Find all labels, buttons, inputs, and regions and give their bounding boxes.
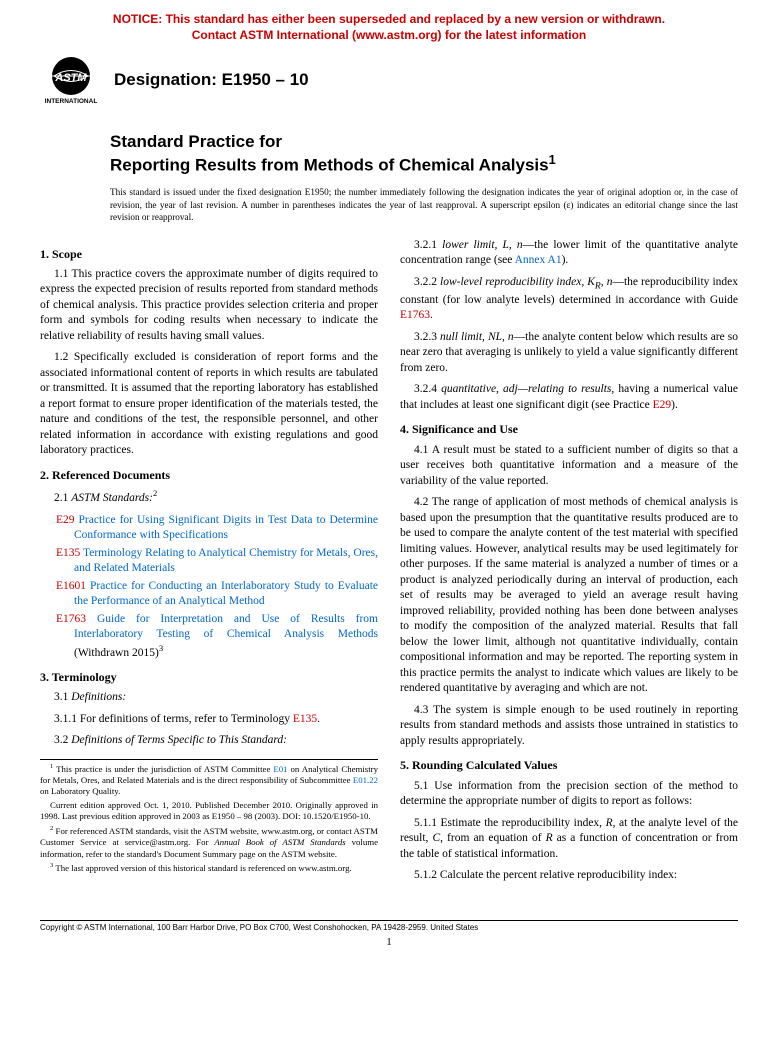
term-32-ital: Definitions of Terms Specific to This St… bbox=[71, 734, 287, 746]
r511-C: C bbox=[432, 832, 440, 844]
t321-link[interactable]: Annex A1 bbox=[515, 254, 562, 266]
term-32: 3.2 Definitions of Terms Specific to Thi… bbox=[40, 733, 378, 749]
title-line2: Reporting Results from Methods of Chemic… bbox=[110, 152, 738, 176]
sig-head: 4. Significance and Use bbox=[400, 421, 738, 437]
term-32-pre: 3.2 bbox=[54, 734, 71, 746]
ref-e1601-text[interactable]: Practice for Conducting an Interlaborato… bbox=[74, 580, 378, 608]
copyright: Copyright © ASTM International, 100 Barr… bbox=[40, 920, 738, 932]
term-311-link[interactable]: E135 bbox=[293, 713, 317, 725]
header-row: ASTM INTERNATIONAL Designation: E1950 – … bbox=[40, 55, 738, 105]
t323-pre: 3.2.3 bbox=[414, 331, 440, 343]
round-head: 5. Rounding Calculated Values bbox=[400, 757, 738, 773]
term-defs: 3.1 Definitions: bbox=[40, 690, 378, 706]
r511-pre: 5.1.1 Estimate the reproducibility index… bbox=[414, 817, 606, 829]
sig-p3: 4.3 The system is simple enough to be us… bbox=[400, 703, 738, 750]
r511-mid2: , from an equation of bbox=[440, 832, 545, 844]
refdocs-ital: ASTM Standards: bbox=[71, 492, 153, 504]
notice-banner: NOTICE: This standard has either been su… bbox=[40, 12, 738, 43]
svg-text:ASTM: ASTM bbox=[54, 72, 87, 84]
round-p11: 5.1.1 Estimate the reproducibility index… bbox=[400, 816, 738, 863]
t323-ital: null limit, NL, n bbox=[440, 331, 514, 343]
term-311-pre: 3.1.1 For definitions of terms, refer to… bbox=[54, 713, 293, 725]
sig-p1: 4.1 A result must be stated to a suffici… bbox=[400, 443, 738, 490]
columns: 1. Scope 1.1 This practice covers the ap… bbox=[40, 238, 738, 890]
title-sup: 1 bbox=[549, 152, 556, 167]
r511-R2: R bbox=[546, 832, 553, 844]
ref-e29-text[interactable]: Practice for Using Significant Digits in… bbox=[74, 514, 378, 542]
footnotes: 1 This practice is under the jurisdictio… bbox=[40, 759, 378, 875]
sig-p2: 4.2 The range of application of most met… bbox=[400, 495, 738, 697]
t322-pre: 3.2.2 bbox=[414, 276, 440, 288]
fn1-link2[interactable]: E01.22 bbox=[353, 775, 378, 785]
title-block: Standard Practice for Reporting Results … bbox=[110, 131, 738, 176]
term-31-ital: Definitions: bbox=[71, 691, 126, 703]
ref-e29: E29 Practice for Using Significant Digit… bbox=[40, 513, 378, 544]
fn1-post: on Laboratory Quality. bbox=[40, 786, 120, 796]
t322-italn: , n bbox=[601, 276, 613, 288]
t322-link[interactable]: E1763 bbox=[400, 309, 430, 321]
term-311: 3.1.1 For definitions of terms, refer to… bbox=[40, 712, 378, 728]
ref-e1763: E1763 Guide for Interpretation and Use o… bbox=[40, 612, 378, 661]
round-p1: 5.1 Use information from the precision s… bbox=[400, 779, 738, 810]
refdocs-sup: 2 bbox=[153, 488, 157, 498]
fn1-link1[interactable]: E01 bbox=[273, 764, 287, 774]
scope-p2: 1.2 Specifically excluded is considerati… bbox=[40, 350, 378, 459]
term-324: 3.2.4 quantitative, adj—relating to resu… bbox=[400, 382, 738, 413]
t324-ital: quantitative, adj—relating to results bbox=[441, 383, 611, 395]
t321-pre: 3.2.1 bbox=[414, 239, 442, 251]
ref-e1763-sup: 3 bbox=[159, 643, 163, 653]
ref-e1763-code[interactable]: E1763 bbox=[56, 613, 86, 625]
footnote-1: 1 This practice is under the jurisdictio… bbox=[40, 763, 378, 798]
t321-ital: lower limit, L, n bbox=[442, 239, 523, 251]
notice-line1: NOTICE: This standard has either been su… bbox=[113, 12, 665, 26]
t321-end: ). bbox=[562, 254, 569, 266]
page-number: 1 bbox=[40, 936, 738, 948]
ref-e29-code[interactable]: E29 bbox=[56, 514, 75, 526]
ref-e135-text[interactable]: Terminology Relating to Analytical Chemi… bbox=[74, 547, 378, 575]
t324-link[interactable]: E29 bbox=[653, 399, 672, 411]
notice-line2: Contact ASTM International (www.astm.org… bbox=[192, 28, 586, 42]
scope-head: 1. Scope bbox=[40, 246, 378, 262]
term-321: 3.2.1 lower limit, L, n—the lower limit … bbox=[400, 238, 738, 269]
refdocs-intro: 2.1 ASTM Standards:2 bbox=[40, 488, 378, 506]
t324-pre: 3.2.4 bbox=[414, 383, 441, 395]
footnote-1b: Current edition approved Oct. 1, 2010. P… bbox=[40, 800, 378, 823]
ref-e1601: E1601 Practice for Conducting an Interla… bbox=[40, 579, 378, 610]
refdocs-head: 2. Referenced Documents bbox=[40, 467, 378, 483]
svg-text:INTERNATIONAL: INTERNATIONAL bbox=[45, 98, 98, 105]
col-left: 1. Scope 1.1 This practice covers the ap… bbox=[40, 238, 378, 890]
fn1-pre: This practice is under the jurisdiction … bbox=[53, 764, 273, 774]
t324-end: ). bbox=[671, 399, 678, 411]
ref-e135: E135 Terminology Relating to Analytical … bbox=[40, 546, 378, 577]
col-right: 3.2.1 lower limit, L, n—the lower limit … bbox=[400, 238, 738, 890]
term-31-pre: 3.1 bbox=[54, 691, 71, 703]
scope-p1: 1.1 This practice covers the approximate… bbox=[40, 267, 378, 345]
ref-e1601-code[interactable]: E1601 bbox=[56, 580, 86, 592]
term-311-post: . bbox=[317, 713, 320, 725]
round-p12: 5.1.2 Calculate the percent relative rep… bbox=[400, 868, 738, 884]
term-323: 3.2.3 null limit, NL, n—the analyte cont… bbox=[400, 330, 738, 377]
footnote-2: 2 For referenced ASTM standards, visit t… bbox=[40, 825, 378, 860]
title-line1: Standard Practice for bbox=[110, 131, 738, 152]
term-322: 3.2.2 low-level reproducibility index, K… bbox=[400, 275, 738, 324]
issuance-note: This standard is issued under the fixed … bbox=[110, 186, 738, 223]
term-head: 3. Terminology bbox=[40, 669, 378, 685]
refdocs-pre: 2.1 bbox=[54, 492, 71, 504]
r511-R: R bbox=[606, 817, 613, 829]
title-text: Reporting Results from Methods of Chemic… bbox=[110, 156, 549, 175]
ref-e1763-text[interactable]: Guide for Interpretation and Use of Resu… bbox=[74, 613, 378, 641]
t322-end: . bbox=[430, 309, 433, 321]
fn2-ital: Annual Book of ASTM Standards bbox=[214, 837, 345, 847]
page: NOTICE: This standard has either been su… bbox=[0, 0, 778, 978]
footnote-3: 3 The last approved version of this hist… bbox=[40, 862, 378, 874]
t322-ital: low-level reproducibility index, K bbox=[440, 276, 595, 288]
designation-label: Designation: E1950 – 10 bbox=[114, 70, 309, 90]
fn3-text: The last approved version of this histor… bbox=[53, 863, 351, 873]
ref-e135-code[interactable]: E135 bbox=[56, 547, 80, 559]
ref-e1763-suffix: (Withdrawn 2015) bbox=[74, 646, 159, 658]
astm-logo: ASTM INTERNATIONAL bbox=[40, 55, 102, 105]
